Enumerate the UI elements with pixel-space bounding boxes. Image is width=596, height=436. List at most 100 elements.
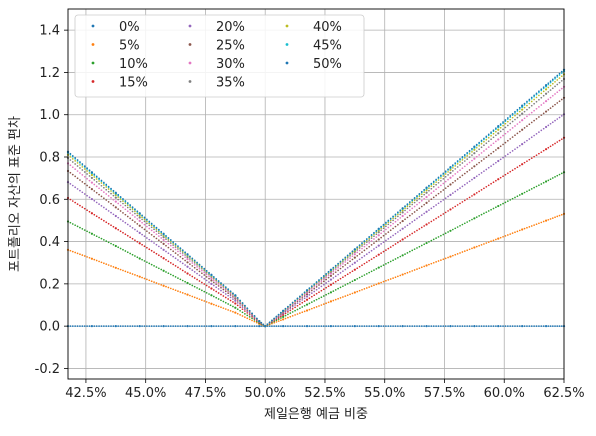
marker-dot: [160, 284, 163, 286]
marker-dot: [179, 268, 182, 270]
marker-dot: [397, 241, 399, 244]
marker-dot: [406, 271, 409, 274]
marker-dot: [236, 308, 239, 311]
marker-dot: [95, 325, 98, 327]
marker-dot: [131, 226, 134, 229]
marker-dot: [315, 288, 318, 291]
marker-dot: [385, 239, 387, 242]
marker-dot: [459, 187, 461, 189]
data-point: [114, 266, 117, 269]
marker-dot: [344, 295, 347, 297]
marker-dot: [495, 179, 497, 182]
marker-dot: [468, 152, 471, 155]
marker-dot: [542, 90, 545, 93]
marker-dot: [122, 206, 124, 209]
y-tick-label: 0.0: [39, 320, 60, 335]
data-point: [521, 228, 524, 231]
marker-dot: [337, 262, 339, 265]
marker-dot: [440, 214, 442, 217]
marker-dot: [134, 228, 136, 231]
marker-dot: [556, 83, 559, 86]
marker-dot: [538, 116, 540, 118]
marker-dot: [511, 169, 514, 172]
marker-dot: [418, 325, 421, 327]
data-point: [425, 241, 428, 245]
marker-dot: [246, 325, 249, 327]
marker-dot: [189, 258, 191, 260]
marker-dot: [382, 223, 385, 226]
marker-dot: [506, 325, 509, 327]
data-point: [162, 242, 165, 245]
marker-dot: [389, 278, 392, 280]
marker-dot: [69, 325, 72, 327]
data-point: [234, 294, 237, 297]
marker-dot: [551, 177, 554, 179]
marker-dot: [129, 325, 131, 327]
marker-dot: [208, 301, 210, 304]
marker-dot: [394, 232, 397, 235]
marker-dot: [420, 325, 423, 327]
marker-dot: [514, 110, 516, 113]
marker-dot: [318, 291, 320, 294]
marker-dot: [148, 262, 151, 265]
marker-dot: [518, 130, 521, 133]
marker-dot: [365, 253, 368, 256]
marker-dot: [447, 195, 449, 198]
marker-dot: [69, 164, 72, 167]
marker-dot: [181, 262, 184, 265]
marker-dot: [136, 240, 139, 243]
data-point: [138, 231, 141, 235]
marker-dot: [203, 271, 206, 274]
data-point: [258, 325, 261, 328]
marker-dot: [411, 221, 414, 223]
marker-dot: [83, 207, 86, 210]
marker-dot: [408, 222, 411, 225]
marker-dot: [514, 118, 516, 121]
marker-dot: [554, 85, 556, 88]
data-point: [377, 234, 380, 237]
marker-dot: [551, 105, 554, 108]
marker-dot: [463, 156, 466, 159]
marker-dot: [122, 269, 124, 272]
marker-dot: [504, 173, 507, 176]
marker-dot: [423, 198, 426, 200]
marker-dot: [79, 172, 81, 174]
legend-item: 15%: [91, 76, 148, 91]
marker-dot: [373, 238, 375, 240]
marker-dot: [134, 212, 136, 215]
marker-dot: [289, 303, 292, 306]
marker-dot: [189, 325, 191, 327]
marker-dot: [428, 187, 430, 190]
marker-dot: [146, 230, 148, 233]
marker-dot: [542, 87, 545, 90]
marker-dot: [346, 273, 349, 276]
marker-dot: [533, 109, 535, 112]
marker-dot: [560, 213, 563, 216]
marker-dot: [299, 298, 301, 301]
marker-dot: [320, 285, 323, 288]
marker-dot: [153, 224, 155, 227]
marker-dot: [475, 175, 478, 178]
legend-box: [74, 14, 365, 98]
marker-dot: [148, 220, 151, 223]
marker-dot: [514, 112, 516, 114]
marker-dot: [456, 325, 459, 327]
marker-dot: [461, 159, 464, 161]
marker-dot: [107, 188, 110, 190]
marker-dot: [143, 245, 146, 248]
marker-dot: [124, 233, 127, 236]
marker-dot: [504, 122, 507, 125]
marker-dot: [74, 168, 77, 170]
marker-dot: [131, 253, 134, 256]
marker-dot: [86, 194, 88, 197]
marker-dot: [299, 307, 301, 310]
marker-dot: [423, 265, 426, 268]
data-point: [305, 325, 309, 328]
marker-dot: [141, 218, 143, 221]
marker-dot: [220, 325, 222, 327]
marker-dot: [478, 148, 480, 151]
marker-dot: [83, 175, 86, 178]
marker-dot: [485, 142, 488, 145]
marker-dot: [236, 302, 239, 304]
marker-dot: [351, 263, 354, 266]
